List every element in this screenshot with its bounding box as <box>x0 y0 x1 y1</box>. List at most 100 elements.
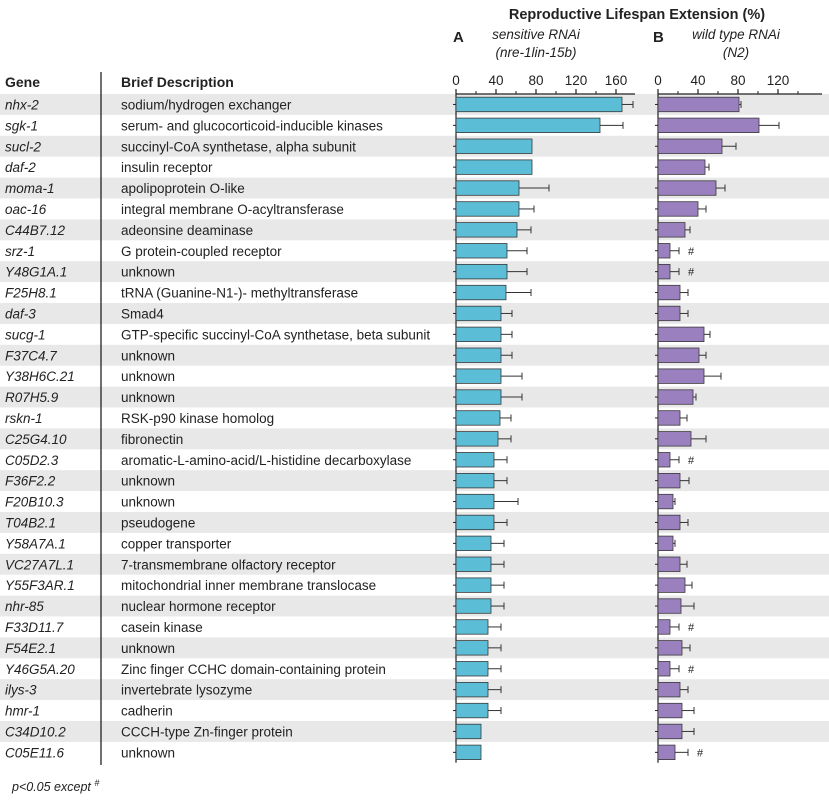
gene-label: sgk-1 <box>5 118 38 133</box>
row-stripe <box>0 637 829 659</box>
bar <box>657 535 674 551</box>
description-label: fibronectin <box>121 432 183 447</box>
gene-label: F36F2.2 <box>5 474 56 489</box>
description-label: integral membrane O-acyltransferase <box>121 202 344 217</box>
bar <box>657 431 692 447</box>
bar <box>455 702 489 719</box>
description-label: casein kinase <box>121 620 203 635</box>
x-tick-label: 40 <box>488 73 503 88</box>
bar <box>455 661 489 677</box>
row-stripe <box>0 428 829 450</box>
description-label: invertebrate lysozyme <box>121 683 252 698</box>
x-tick-label: 120 <box>565 73 588 88</box>
footnote: p<0.05 except # <box>11 778 100 794</box>
chart-title: Reproductive Lifespan Extension (%) <box>509 7 765 23</box>
bar <box>657 619 671 635</box>
gene-label: Y58A7A.1 <box>5 536 66 551</box>
gene-label: ilys-3 <box>5 683 37 698</box>
bar <box>657 117 760 133</box>
significance-marker: # <box>688 622 695 634</box>
description-label: aromatic-L-amino-acid/L-histidine decarb… <box>121 453 411 468</box>
row-stripe <box>0 344 829 366</box>
bar <box>657 96 740 113</box>
bar <box>455 619 489 635</box>
row-stripe <box>0 553 829 575</box>
description-label: nuclear hormone receptor <box>121 599 276 614</box>
bar <box>455 201 520 217</box>
bar <box>455 138 533 154</box>
bar <box>455 535 492 551</box>
significance-marker: # <box>688 455 695 467</box>
bar <box>657 243 671 259</box>
bar <box>455 556 492 572</box>
bar <box>657 577 686 593</box>
significance-marker: # <box>688 267 695 279</box>
gene-label: C34D10.2 <box>5 724 66 739</box>
panel-b-subtitle-line1: wild type RNAi <box>692 27 781 42</box>
bar <box>455 326 502 343</box>
bar <box>657 556 681 572</box>
gene-label: C44B7.12 <box>5 223 66 238</box>
description-label: GTP-specific succinyl-CoA synthetase, be… <box>121 327 430 342</box>
bar <box>455 493 495 510</box>
panel-b-subtitle-line2: (N2) <box>723 45 749 60</box>
gene-column-header: Gene <box>5 74 40 90</box>
bar <box>455 180 520 196</box>
gene-label: nhx-2 <box>5 97 39 112</box>
panel-a-subtitle-line2: (nre-1lin-15b) <box>495 45 576 60</box>
description-label: unknown <box>121 390 175 405</box>
gene-label: oac-16 <box>5 202 47 217</box>
bar <box>657 347 700 363</box>
description-label: unknown <box>121 348 175 363</box>
gene-label: T04B2.1 <box>5 515 56 530</box>
bar <box>455 284 507 301</box>
description-label: unknown <box>121 369 175 384</box>
bar <box>455 243 508 259</box>
gene-label: F54E2.1 <box>5 641 56 656</box>
gene-label: moma-1 <box>5 181 55 196</box>
gene-label: F20B10.3 <box>5 495 64 510</box>
gene-label: sucg-1 <box>5 327 46 342</box>
gene-label: sucl-2 <box>5 139 42 154</box>
bar <box>657 514 681 531</box>
description-label: mitochondrial inner membrane translocase <box>121 578 376 593</box>
gene-label: Y38H6C.21 <box>5 369 75 384</box>
x-tick-label: 80 <box>730 73 745 88</box>
description-label: Zinc finger CCHC domain-containing prote… <box>121 662 386 677</box>
description-label: tRNA (Guanine-N1-)- methyltransferase <box>121 286 358 301</box>
bar <box>455 368 502 384</box>
description-label: succinyl-CoA synthetase, alpha subunit <box>121 139 356 154</box>
x-tick-label: 40 <box>690 73 705 88</box>
gene-label: srz-1 <box>5 244 35 259</box>
description-column-header: Brief Description <box>121 74 234 90</box>
bar <box>657 452 671 468</box>
bar <box>455 222 518 238</box>
bar <box>455 117 601 133</box>
panel-a-letter: A <box>453 29 464 46</box>
bar <box>455 159 533 175</box>
bar <box>657 326 705 343</box>
gene-label: R07H5.9 <box>5 390 59 405</box>
bar <box>455 431 499 447</box>
bar <box>657 640 683 656</box>
description-label: unknown <box>121 745 175 760</box>
bar <box>657 598 682 614</box>
description-label: adeonsine deaminase <box>121 223 253 238</box>
gene-label: VC27A7L.1 <box>5 557 74 572</box>
gene-label: Y46G5A.20 <box>5 662 75 677</box>
bar <box>657 723 683 740</box>
description-label: Smad4 <box>121 306 164 321</box>
gene-label: F37C4.7 <box>5 348 57 363</box>
description-label: RSK-p90 kinase homolog <box>121 411 274 426</box>
row-stripe <box>0 679 829 701</box>
bar <box>455 514 495 531</box>
x-tick-label: 0 <box>452 73 460 88</box>
bar <box>657 263 671 280</box>
description-label: cadherin <box>121 704 173 719</box>
bar <box>455 723 482 740</box>
bar <box>455 263 508 280</box>
bar <box>455 96 623 113</box>
bar <box>455 598 492 614</box>
